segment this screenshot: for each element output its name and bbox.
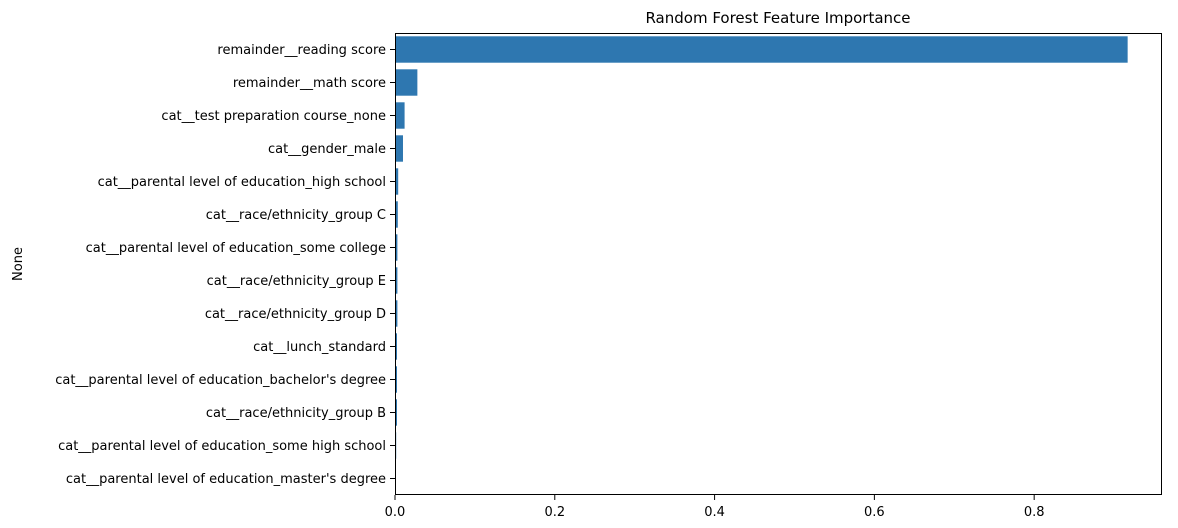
bar bbox=[395, 102, 405, 129]
x-tick-labels: 0.0 0.2 0.4 0.6 0.8 bbox=[385, 495, 1045, 520]
y-tick-label: cat__race/ethnicity_group B bbox=[206, 406, 386, 421]
y-tick-label: cat__parental level of education_master'… bbox=[66, 472, 386, 487]
plot-frame bbox=[395, 33, 1162, 495]
y-tick-label: remainder__math score bbox=[233, 76, 386, 91]
y-tick-label: cat__test preparation course_none bbox=[161, 109, 386, 124]
y-tick-label: cat__parental level of education_bachelo… bbox=[55, 373, 386, 388]
y-tick-label: cat__lunch_standard bbox=[253, 340, 386, 355]
bar bbox=[395, 201, 398, 228]
bar bbox=[395, 267, 398, 294]
y-tick-label: cat__parental level of education_some co… bbox=[86, 241, 386, 256]
y-tick-label: cat__parental level of education_some hi… bbox=[58, 439, 386, 454]
bar bbox=[395, 36, 1128, 63]
y-tick-label: cat__parental level of education_high sc… bbox=[98, 175, 386, 190]
y-tick-labels: remainder__reading score remainder__math … bbox=[55, 43, 395, 487]
y-tick-label: cat__race/ethnicity_group D bbox=[205, 307, 386, 322]
bar bbox=[395, 234, 398, 261]
bar bbox=[395, 168, 399, 195]
x-tick-label: 0.6 bbox=[864, 505, 885, 520]
x-tick-label: 0.2 bbox=[544, 505, 565, 520]
x-tick-label: 0.8 bbox=[1024, 505, 1045, 520]
y-axis-label: None bbox=[11, 247, 26, 281]
bars-group bbox=[395, 36, 1128, 492]
chart-title: Random Forest Feature Importance bbox=[645, 9, 910, 27]
y-tick-label: cat__race/ethnicity_group E bbox=[207, 274, 386, 289]
x-tick-label: 0.4 bbox=[704, 505, 725, 520]
y-tick-label: remainder__reading score bbox=[217, 43, 386, 58]
y-tick-label: cat__race/ethnicity_group C bbox=[206, 208, 386, 223]
bar bbox=[395, 300, 398, 327]
y-tick-label: cat__gender_male bbox=[268, 142, 386, 157]
bar bbox=[395, 135, 403, 162]
x-tick-label: 0.0 bbox=[385, 505, 406, 520]
bar bbox=[395, 69, 418, 96]
